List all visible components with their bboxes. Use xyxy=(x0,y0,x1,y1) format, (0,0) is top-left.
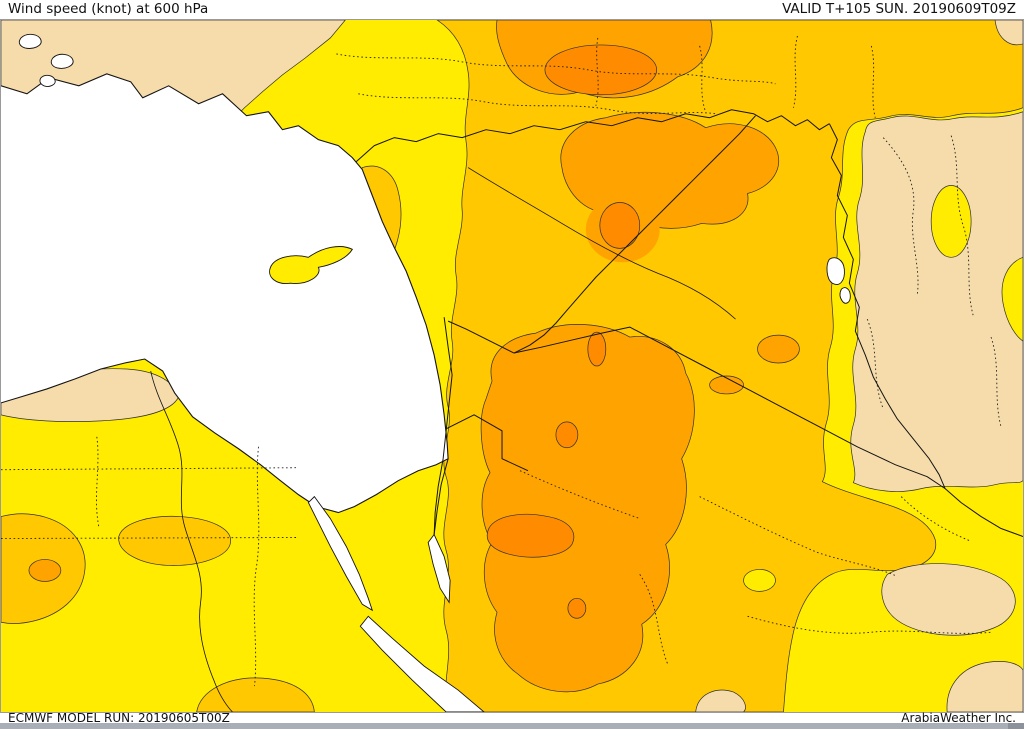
admin-boundary-turkey-2 xyxy=(358,93,716,115)
israel-egypt-border xyxy=(433,458,449,535)
band-deep-orange-spot-3 xyxy=(486,513,575,558)
band-tan-bottom-right-2 xyxy=(946,661,1023,712)
band-tan-east xyxy=(850,111,1023,492)
model-run-label: ECMWF MODEL RUN: 20190605T00Z xyxy=(8,711,230,725)
band-yellow-saudi-spot xyxy=(743,569,776,592)
bottom-bar-end xyxy=(1008,723,1024,729)
footer-text-row: ECMWF MODEL RUN: 20190605T00Z ArabiaWeat… xyxy=(0,711,1024,725)
band-orange-egypt-spot xyxy=(28,559,62,582)
map-canvas xyxy=(0,19,1024,713)
iraq-lake-1 xyxy=(826,257,845,285)
iran-iraq-border xyxy=(828,123,1023,537)
euphrates-river xyxy=(467,167,736,320)
jordan-saudi-border xyxy=(445,414,529,472)
band-gold-egypt-mid xyxy=(118,515,231,566)
mediterranean-sea xyxy=(1,73,449,513)
red-sea xyxy=(359,615,485,712)
admin-boundary-iran-1 xyxy=(882,137,919,296)
valid-time-label: VALID T+105 SUN. 20190609T09Z xyxy=(782,1,1016,17)
admin-boundary-turkey-1 xyxy=(336,53,776,85)
band-deep-orange-spot-4 xyxy=(567,597,587,619)
rivers xyxy=(150,167,736,712)
admin-boundary-turkey-3 xyxy=(595,37,599,106)
band-gold-egypt-south xyxy=(196,677,315,712)
band-deep-orange-spot-2 xyxy=(555,421,579,449)
band-tan-bottom-right-1 xyxy=(881,563,1016,636)
greek-island-3 xyxy=(39,74,56,87)
weather-map-svg xyxy=(1,20,1023,712)
nile-river xyxy=(150,370,233,712)
band-deep-orange-spot-1 xyxy=(587,331,607,367)
bottom-bar xyxy=(0,723,1024,729)
admin-boundary-egypt-1 xyxy=(1,467,299,471)
brand-label: ArabiaWeather Inc. xyxy=(901,711,1016,725)
band-orange-west-iraq-2 xyxy=(709,375,744,395)
map-title: Wind speed (knot) at 600 hPa xyxy=(8,1,209,17)
band-yellow-right-edge-patch xyxy=(1001,256,1023,342)
band-tan-bottom-center xyxy=(695,689,746,712)
turkey-syria-border xyxy=(355,109,830,162)
footer: ECMWF MODEL RUN: 20190605T00Z ArabiaWeat… xyxy=(0,711,1024,729)
greek-island-1 xyxy=(18,33,42,49)
band-deep-orange-top xyxy=(544,44,658,96)
admin-boundary-iran-3 xyxy=(990,336,1002,427)
admin-boundary-saudi-1 xyxy=(699,496,898,577)
band-yellow-iran-patch xyxy=(930,185,972,258)
country-borders xyxy=(355,109,1023,537)
band-tan-top-right-corner xyxy=(994,20,1023,46)
syria-jordan-border xyxy=(447,320,515,354)
admin-boundary-turkey-4 xyxy=(699,45,707,112)
wind-speed-bands xyxy=(1,20,1023,712)
band-orange-west-iraq-1 xyxy=(757,334,800,364)
syria-iraq-border xyxy=(513,115,756,354)
admin-boundary-iran-4 xyxy=(866,318,884,410)
admin-boundary-egypt-4 xyxy=(96,436,100,527)
israel-jordan-border xyxy=(433,317,453,535)
iraq-lake-2 xyxy=(839,287,851,304)
coastline xyxy=(1,73,449,514)
cyprus-island xyxy=(269,246,353,284)
admin-boundaries xyxy=(1,35,1002,687)
greek-island-2 xyxy=(50,53,74,69)
header: Wind speed (knot) at 600 hPa VALID T+105… xyxy=(0,0,1024,19)
iraq-saudi-border xyxy=(513,326,946,490)
band-deep-orange-east-syria xyxy=(599,202,641,249)
gulf-of-aqaba xyxy=(427,533,451,604)
admin-boundary-egypt-2 xyxy=(1,537,297,539)
gulf-of-suez xyxy=(307,495,374,612)
sea-layer xyxy=(1,33,851,712)
admin-boundary-saudi-3 xyxy=(639,574,669,665)
